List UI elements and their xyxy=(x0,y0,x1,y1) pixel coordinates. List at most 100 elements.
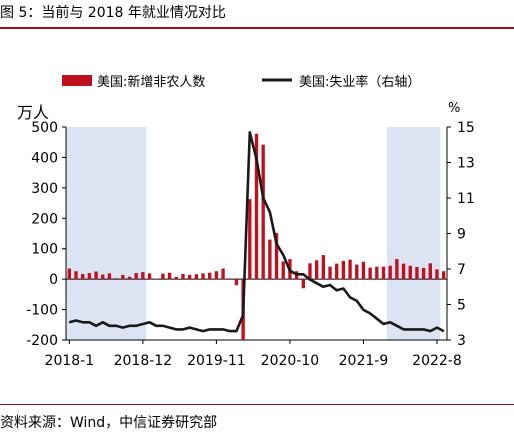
right-tick-label: 3 xyxy=(457,333,466,349)
bar-point xyxy=(87,273,92,280)
bar-point xyxy=(134,273,138,280)
line-point xyxy=(376,318,378,320)
legend-label-line: 美国:失业率（右轴） xyxy=(299,74,420,90)
bar-point xyxy=(101,274,105,280)
bar-point xyxy=(421,267,426,280)
left-tick-label: 0 xyxy=(49,272,58,288)
line-point xyxy=(169,326,171,329)
line-point xyxy=(262,197,264,199)
line-point xyxy=(122,326,124,329)
line-point xyxy=(289,270,291,272)
bar-point xyxy=(375,266,379,280)
bar-point xyxy=(381,266,386,280)
line-point xyxy=(396,325,398,327)
bar-point xyxy=(281,261,285,280)
bar-point xyxy=(415,266,419,280)
line-point xyxy=(155,325,157,327)
line-point xyxy=(342,287,344,290)
legend-swatch-bar xyxy=(62,75,92,86)
line-point xyxy=(142,323,144,325)
bar-point xyxy=(234,279,239,286)
bar-point xyxy=(121,274,125,280)
title-divider xyxy=(0,27,514,29)
line-series xyxy=(68,131,445,333)
line-point xyxy=(416,328,418,330)
x-tick-label: 2022-8 xyxy=(412,353,462,369)
bar-point xyxy=(401,263,406,280)
line-point xyxy=(222,328,224,330)
bar-point xyxy=(268,239,272,280)
line-point xyxy=(436,326,438,329)
bar-point xyxy=(328,266,332,280)
left-tick-label: -200 xyxy=(26,333,58,349)
bar-point xyxy=(107,273,112,280)
right-tick-label: 5 xyxy=(457,298,466,314)
line-point xyxy=(443,330,445,332)
tick-labels: -200 -100 0 100 200 300 400 500 3 5 7 9 11 13 15 2018-1… xyxy=(26,120,475,369)
bar-point xyxy=(114,278,118,280)
bar-point xyxy=(81,273,85,280)
bar-point xyxy=(361,261,366,280)
bar-point xyxy=(74,271,78,280)
bar-point xyxy=(435,269,439,280)
line-point xyxy=(275,243,278,245)
bar-point xyxy=(428,263,432,280)
bar-point xyxy=(141,272,145,280)
line-point xyxy=(75,319,77,322)
bar-point xyxy=(201,273,205,280)
line-point xyxy=(108,325,111,327)
line-point xyxy=(95,325,97,327)
left-tick-label: 300 xyxy=(31,181,58,197)
line-point xyxy=(329,284,331,286)
line-point xyxy=(316,282,318,284)
bar-point xyxy=(161,273,165,280)
line-point xyxy=(402,328,405,330)
line-point xyxy=(249,131,251,133)
legend: 美国:新增非农人数 美国:失业率（右轴） xyxy=(62,74,420,90)
x-tick-label: 2021-9 xyxy=(339,353,389,369)
line-point xyxy=(255,158,258,160)
left-tick-label: 100 xyxy=(31,242,58,258)
line-point xyxy=(409,328,411,330)
line-point xyxy=(309,279,311,281)
bar-point xyxy=(395,259,399,280)
bar-point xyxy=(274,232,279,280)
bar-point xyxy=(154,278,158,280)
line-point xyxy=(175,328,177,330)
bar-point xyxy=(335,263,339,280)
line-point xyxy=(195,328,197,330)
left-tick-label: 200 xyxy=(31,211,58,227)
figure-title: 图 5：当前与 2018 年就业情况对比 xyxy=(0,5,226,21)
shaded-period-1 xyxy=(66,127,147,340)
line-point xyxy=(302,273,304,275)
bar-point xyxy=(408,265,412,280)
left-tick-label: -100 xyxy=(26,303,58,319)
right-axis-unit: % xyxy=(448,101,460,116)
line-point xyxy=(382,323,385,325)
line-point xyxy=(229,330,231,332)
line-point xyxy=(296,273,298,275)
line-point xyxy=(88,321,90,323)
x-tick-label: 2019-11 xyxy=(187,353,246,369)
line-point xyxy=(68,321,70,323)
line-point xyxy=(189,326,191,329)
shaded-period-2 xyxy=(386,127,441,340)
line-point xyxy=(235,330,238,332)
bar-point xyxy=(67,268,72,280)
bar-point xyxy=(174,277,178,280)
bar-point xyxy=(194,274,199,280)
right-tick-label: 11 xyxy=(457,191,475,207)
bar-point xyxy=(355,264,359,280)
line-point xyxy=(322,286,324,288)
line-point xyxy=(389,321,391,323)
source-note: 资料来源：Wind，中信证券研究部 xyxy=(0,415,218,431)
line-point xyxy=(356,300,358,302)
bar-point xyxy=(228,279,232,280)
right-tick-label: 7 xyxy=(457,262,466,278)
bar-series xyxy=(67,133,446,340)
right-tick-label: 15 xyxy=(457,120,475,136)
bar-point xyxy=(248,199,252,280)
line-point xyxy=(423,328,425,330)
line-point xyxy=(115,325,117,327)
